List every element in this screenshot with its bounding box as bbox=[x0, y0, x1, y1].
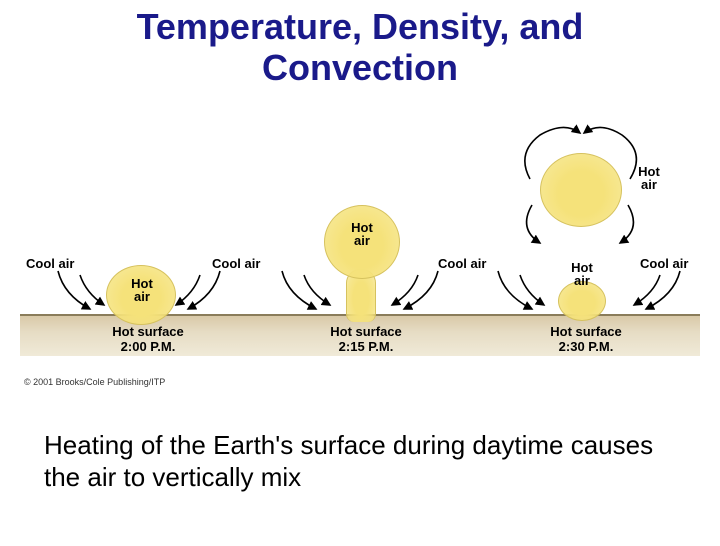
slide-caption: Heating of the Earth's surface during da… bbox=[44, 429, 690, 494]
hot-air-label: Hotair bbox=[128, 277, 156, 304]
cool-air-label: Cool air bbox=[438, 257, 486, 271]
slide-title: Temperature, Density, and Convection bbox=[0, 6, 720, 89]
cool-air-label: Cool air bbox=[212, 257, 260, 271]
hot-air-label: Hotair bbox=[568, 261, 596, 288]
title-line-1: Temperature, Density, and bbox=[137, 6, 584, 47]
time-text: 2:15 P.M. bbox=[339, 339, 394, 354]
cool-air-label: Cool air bbox=[640, 257, 688, 271]
surface-label-2: Hot surface 2:15 P.M. bbox=[316, 325, 416, 355]
hot-air-label: Hotair bbox=[624, 165, 674, 192]
hot-air-label: Hotair bbox=[348, 221, 376, 248]
thermal-blob-3-top bbox=[540, 153, 622, 227]
surface-text: Hot surface bbox=[330, 324, 402, 339]
surface-text: Hot surface bbox=[550, 324, 622, 339]
surface-label-1: Hot surface 2:00 P.M. bbox=[98, 325, 198, 355]
cool-air-label: Cool air bbox=[26, 257, 74, 271]
surface-text: Hot surface bbox=[112, 324, 184, 339]
copyright-text: © 2001 Brooks/Cole Publishing/ITP bbox=[24, 377, 165, 387]
convection-diagram: Cool air Cool air Cool air Cool air Hota… bbox=[20, 109, 700, 389]
surface-label-3: Hot surface 2:30 P.M. bbox=[536, 325, 636, 355]
time-text: 2:30 P.M. bbox=[559, 339, 614, 354]
title-line-2: Convection bbox=[262, 47, 458, 88]
time-text: 2:00 P.M. bbox=[121, 339, 176, 354]
